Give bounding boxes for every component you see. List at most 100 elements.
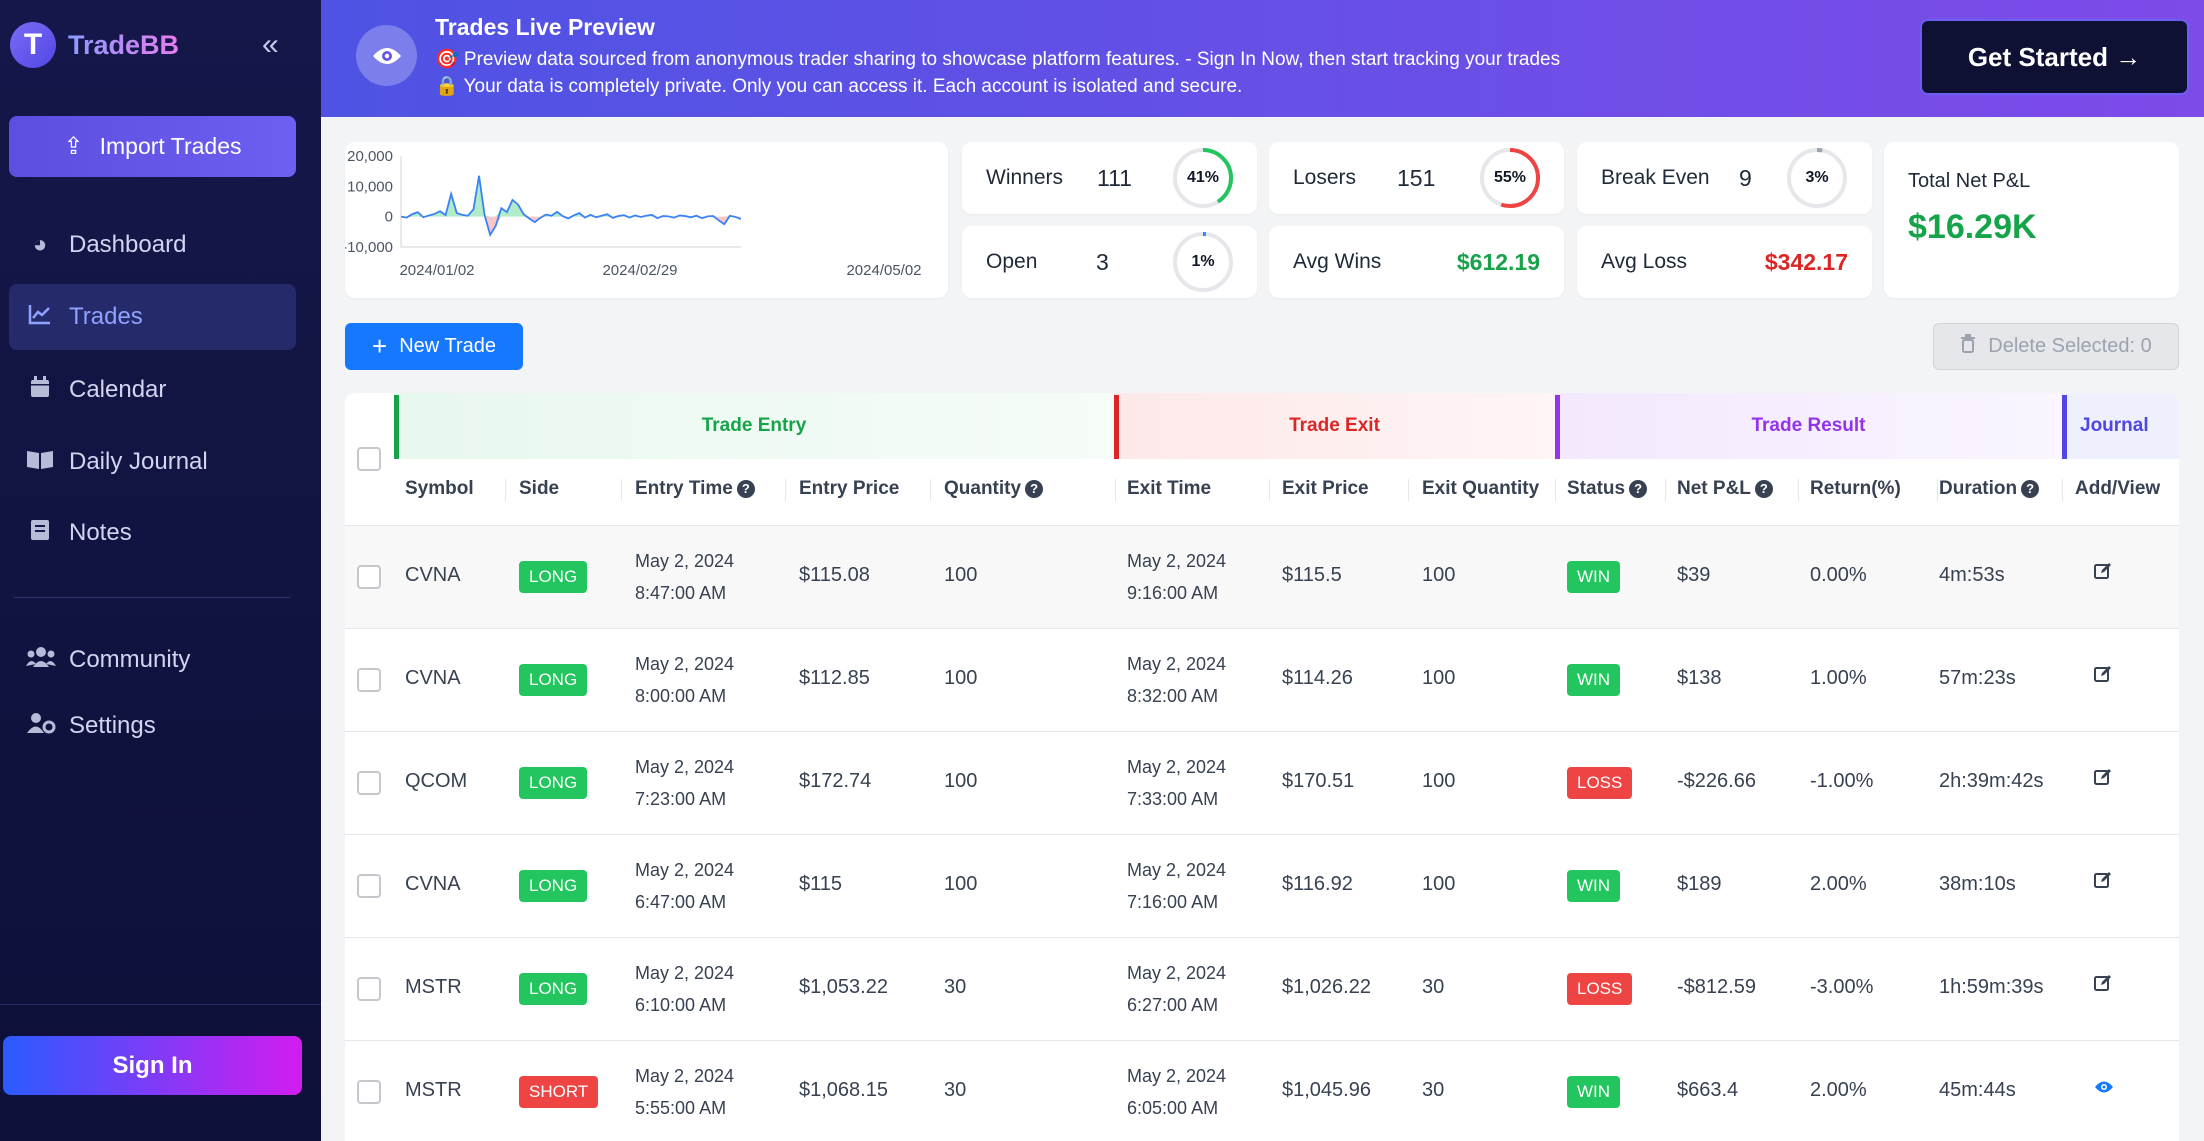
cell-duration: 2h:39m:42s: [1939, 770, 2044, 792]
edit-journal-icon[interactable]: [2094, 871, 2112, 895]
cell-entry-clock: 8:00:00 AM: [635, 686, 727, 706]
side-badge: SHORT: [519, 1076, 599, 1108]
cell-exit-price: $170.51: [1282, 770, 1355, 792]
col-divider: [2062, 479, 2063, 501]
col-symbol[interactable]: Symbol: [405, 478, 474, 499]
table-row[interactable]: CVNA LONG May 2, 2024 8:47:00 AM $115.08 100 M…: [345, 525, 2179, 628]
cell-duration: 4m:53s: [1939, 564, 2005, 586]
sidebar-item-notes[interactable]: Notes: [9, 500, 296, 566]
col-entry-time-label: Entry Time: [635, 478, 733, 499]
brand[interactable]: T TradeBB: [10, 22, 179, 68]
eye-icon: [356, 25, 417, 86]
table-row[interactable]: CVNA LONG May 2, 2024 6:47:00 AM $115 100 May …: [345, 834, 2179, 937]
col-entry-price[interactable]: Entry Price: [799, 478, 900, 499]
select-all-checkbox[interactable]: [357, 447, 381, 471]
import-trades-button[interactable]: ⇪ Import Trades: [9, 116, 296, 177]
import-trades-label: Import Trades: [99, 133, 242, 159]
view-journal-icon[interactable]: [2094, 1077, 2114, 1100]
avg-wins-value: $612.19: [1456, 249, 1540, 275]
nav-divider: [14, 597, 290, 598]
help-icon[interactable]: ?: [736, 480, 755, 498]
banner-privacy-note: 🔒 Your data is completely private. Only …: [435, 76, 1243, 97]
sidebar-item-trades[interactable]: Trades: [9, 284, 296, 350]
group-trade-result: Trade Result: [1555, 393, 2062, 459]
col-quantity[interactable]: Quantity?: [944, 478, 1044, 500]
cell-entry-date: May 2, 2024: [635, 1066, 735, 1086]
table-row[interactable]: QCOM LONG May 2, 2024 7:23:00 AM $172.74 100 M…: [345, 731, 2179, 834]
sidebar-item-settings[interactable]: Settings: [9, 693, 296, 759]
edit-journal-icon[interactable]: [2094, 665, 2112, 689]
table-row[interactable]: MSTR SHORT May 2, 2024 5:55:00 AM $1,068.15 3…: [345, 1040, 2179, 1141]
calendar-icon: [26, 375, 54, 405]
cell-exit-date: May 2, 2024: [1127, 551, 1227, 571]
table-row[interactable]: MSTR LONG May 2, 2024 6:10:00 AM $1,053.22 30…: [345, 937, 2179, 1040]
sidebar-item-dashboard[interactable]: ◕ Dashboard: [9, 212, 296, 278]
cell-exit-clock: 6:27:00 AM: [1127, 995, 1219, 1015]
cell-net-pnl: $39: [1677, 564, 1711, 586]
sign-in-button[interactable]: Sign In: [3, 1036, 302, 1095]
ring-progress: [1787, 148, 1847, 208]
collapse-sidebar-icon[interactable]: «: [262, 28, 279, 61]
help-icon[interactable]: ?: [1025, 480, 1044, 498]
sidebar-item-label: Trades: [69, 303, 143, 330]
chart-negative-area: [401, 216, 741, 235]
y-tick-label: 10,000: [347, 178, 393, 195]
delete-selected-button[interactable]: Delete Selected: 0: [1933, 323, 2179, 370]
col-exit-price[interactable]: Exit Price: [1282, 478, 1369, 499]
col-status[interactable]: Status?: [1567, 478, 1648, 500]
col-net-pnl[interactable]: Net P&L?: [1677, 478, 1773, 500]
cell-quantity: 30: [944, 976, 967, 998]
losers-label: Losers: [1293, 166, 1357, 189]
col-divider: [1798, 479, 1799, 501]
status-badge: WIN: [1567, 870, 1621, 902]
row-checkbox[interactable]: [357, 977, 381, 1001]
cell-exit-price: $116.92: [1282, 873, 1353, 895]
cell-exit-clock: 6:05:00 AM: [1127, 1098, 1219, 1118]
edit-journal-icon[interactable]: [2094, 768, 2112, 792]
cell-quantity: 30: [944, 1079, 967, 1101]
losers-card: Losers 151 55%: [1269, 142, 1564, 214]
row-checkbox[interactable]: [357, 1080, 381, 1104]
break-even-card: Break Even 9 3%: [1577, 142, 1872, 214]
help-icon[interactable]: ?: [1754, 480, 1773, 498]
sidebar-item-daily-journal[interactable]: Daily Journal: [9, 429, 296, 495]
row-checkbox[interactable]: [357, 874, 381, 898]
col-exit-quantity[interactable]: Exit Quantity: [1422, 478, 1540, 499]
col-return[interactable]: Return(%): [1810, 478, 1901, 499]
row-checkbox[interactable]: [357, 771, 381, 795]
col-duration-label: Duration: [1939, 478, 2018, 499]
col-exit-time[interactable]: Exit Time: [1127, 478, 1212, 499]
cell-exit-date: May 2, 2024: [1127, 757, 1227, 777]
pnl-chart-card: 20,000 10,000 0 -10,000 2024/01/02 2024/02/29…: [342, 142, 948, 298]
get-started-button[interactable]: Get Started →: [1920, 19, 2189, 95]
help-icon[interactable]: ?: [2021, 480, 2040, 498]
table-row[interactable]: CVNA LONG May 2, 2024 8:00:00 AM $112.85 100 M…: [345, 628, 2179, 731]
sidebar-item-community[interactable]: Community: [9, 627, 296, 693]
brand-name: TradeBB: [68, 29, 180, 60]
row-checkbox[interactable]: [357, 668, 381, 692]
row-checkbox[interactable]: [357, 565, 381, 589]
total-net-pnl-value: $16.29K: [1908, 208, 2037, 246]
side-badge: LONG: [519, 664, 588, 696]
cell-quantity: 100: [944, 667, 978, 689]
cell-entry-price: $1,068.15: [799, 1079, 888, 1101]
open-ring: [1172, 231, 1234, 293]
new-trade-button[interactable]: + New Trade: [345, 323, 523, 370]
col-duration[interactable]: Duration?: [1939, 478, 2040, 500]
help-icon[interactable]: ?: [1629, 480, 1648, 498]
col-side[interactable]: Side: [519, 478, 560, 499]
cell-net-pnl: $663.4: [1677, 1079, 1739, 1101]
edit-journal-icon[interactable]: [2094, 974, 2112, 998]
avg-loss-value: $342.17: [1764, 249, 1848, 275]
cell-exit-price: $1,045.96: [1282, 1079, 1371, 1101]
status-badge: LOSS: [1567, 973, 1633, 1005]
cell-exit-price: $1,026.22: [1282, 976, 1371, 998]
cell-return: 0.00%: [1810, 564, 1867, 586]
edit-journal-icon[interactable]: [2094, 562, 2112, 586]
chart-line-icon: [26, 303, 54, 332]
chart-line: [400, 175, 742, 238]
sidebar-item-calendar[interactable]: Calendar: [9, 357, 296, 423]
col-entry-time[interactable]: Entry Time?: [635, 478, 755, 500]
cell-return: -3.00%: [1810, 976, 1874, 998]
trash-icon: [1960, 334, 1976, 359]
